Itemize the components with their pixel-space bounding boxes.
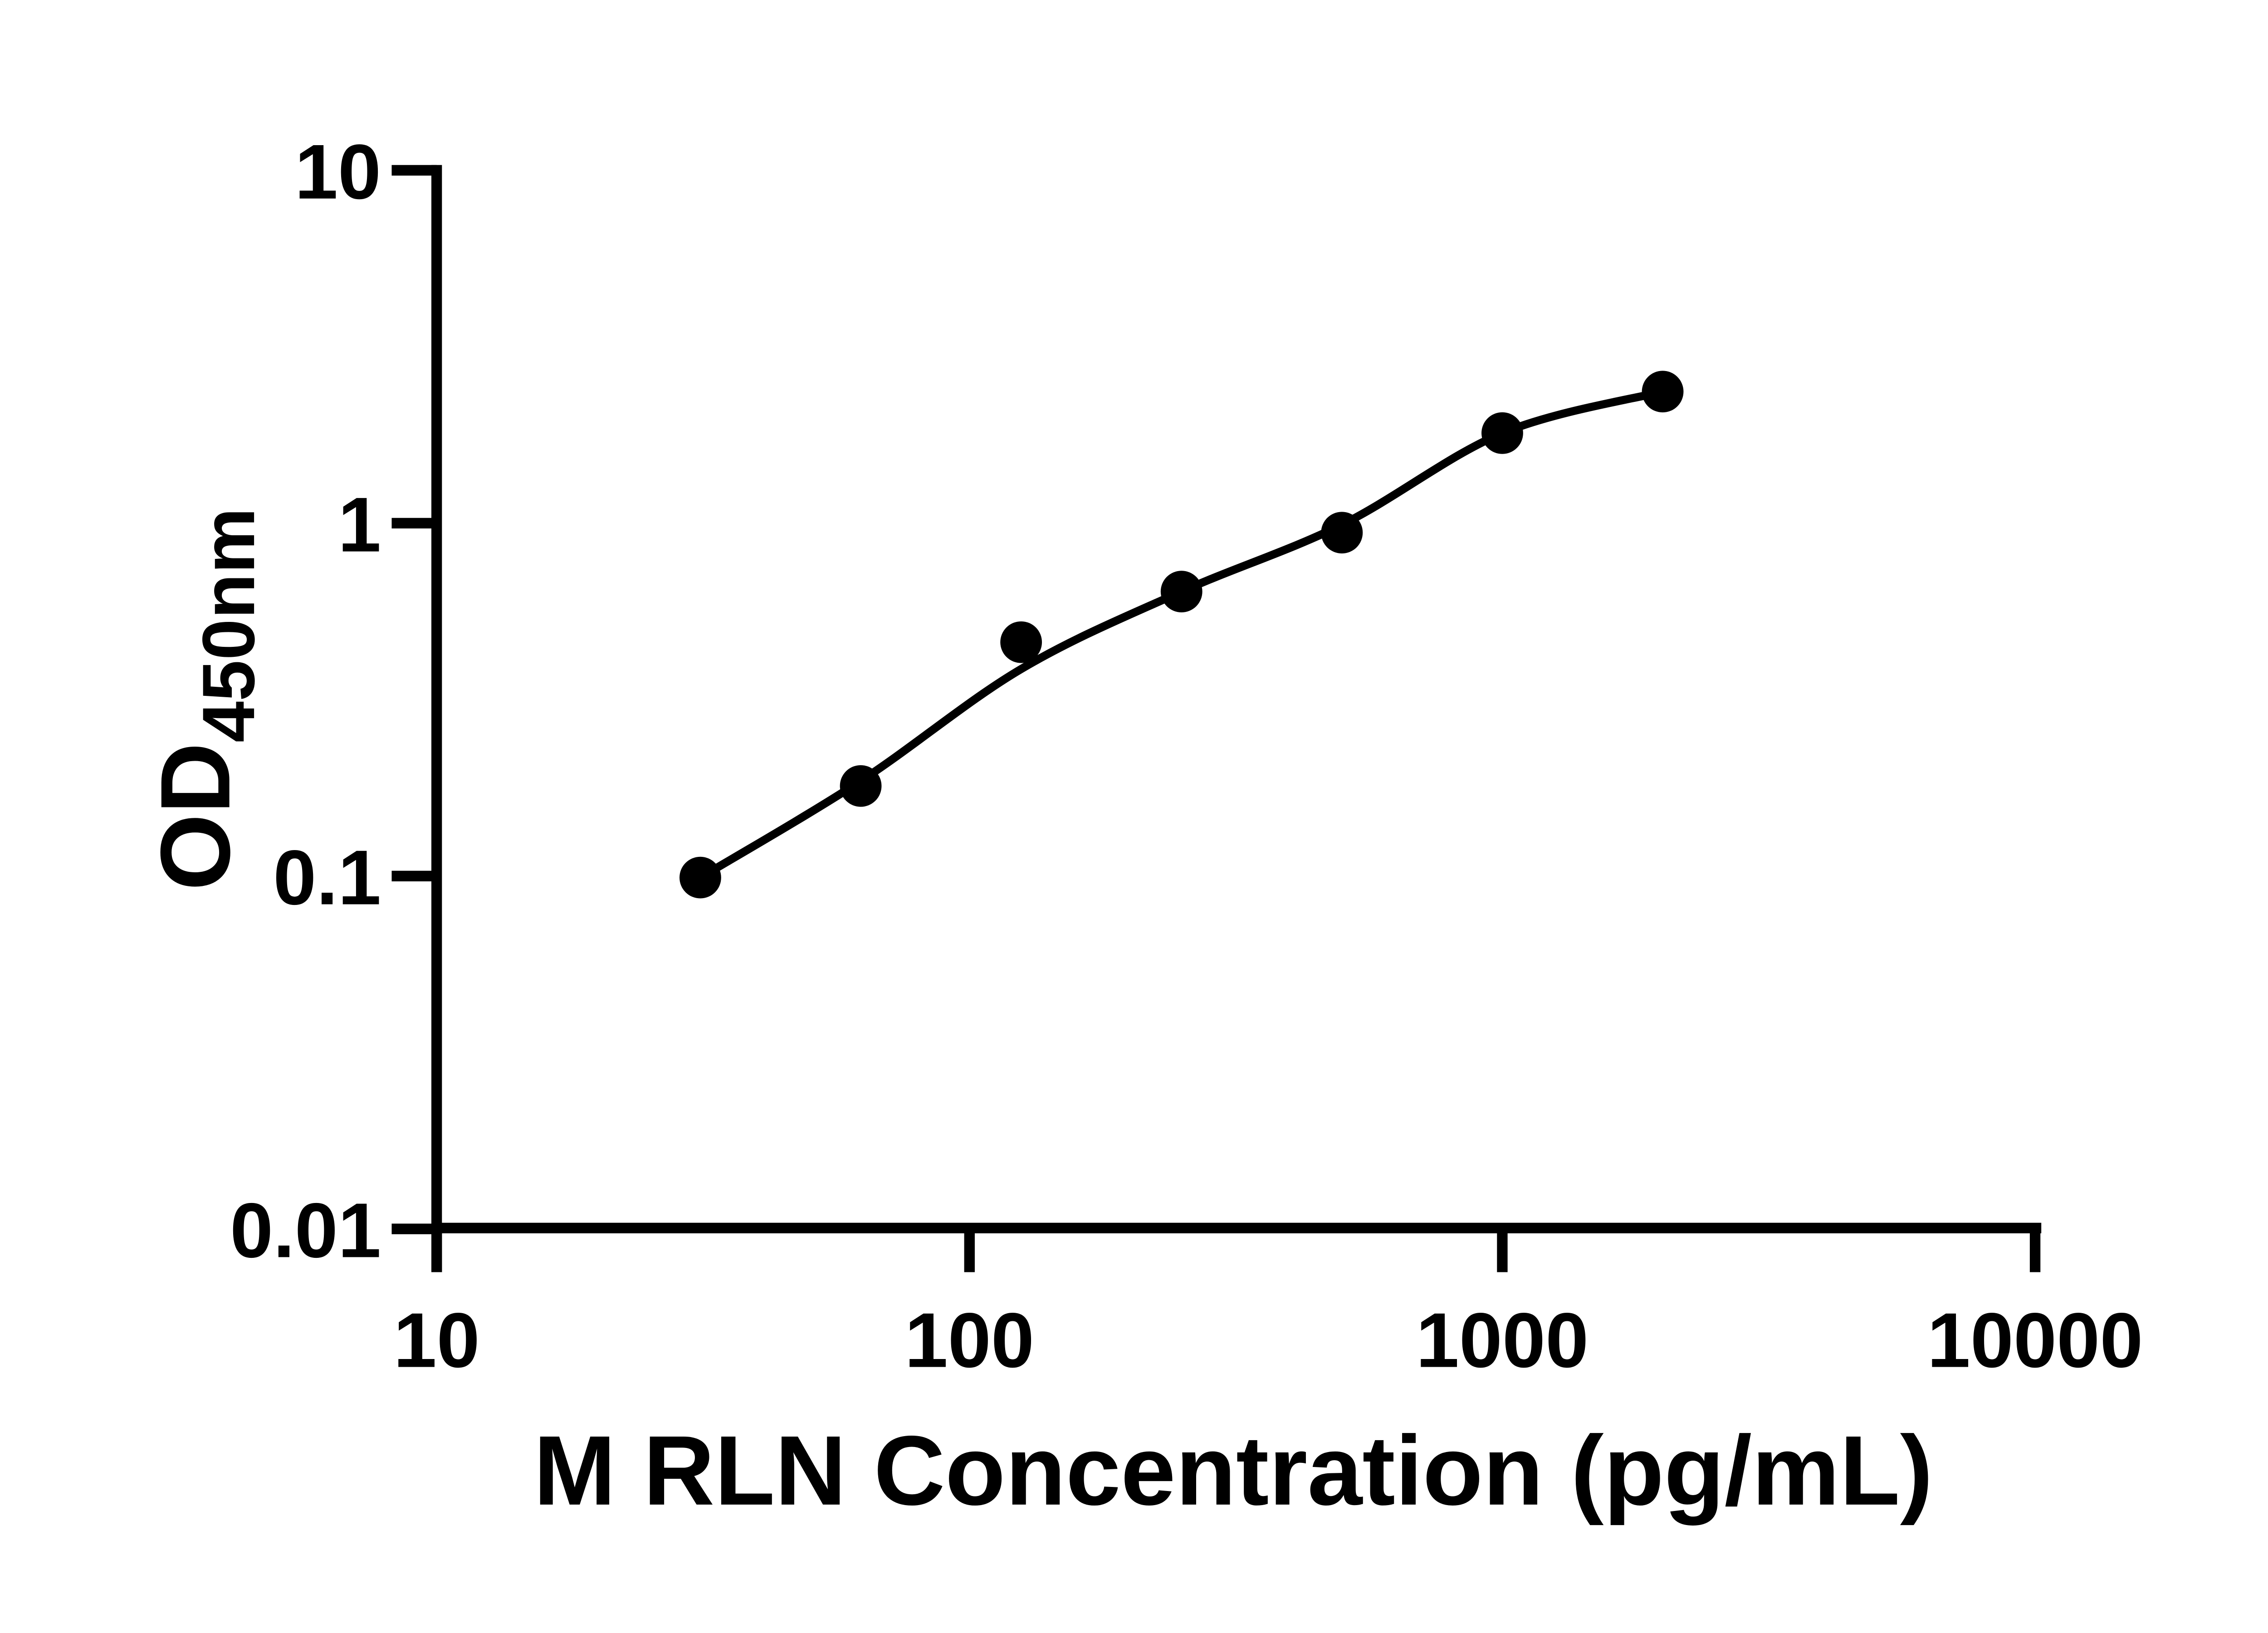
y-axis-title: OD450nm (141, 508, 270, 890)
y-tick-label: 10 (295, 129, 381, 215)
data-point (1321, 512, 1363, 554)
y-tick-label: 0.01 (230, 1187, 381, 1274)
data-point (1160, 571, 1202, 613)
y-axis-tick-labels: 10 1 0.1 0.01 (230, 129, 381, 1274)
data-points (679, 371, 1684, 899)
x-axis-ticks (431, 1228, 2041, 1272)
y-axis-title-text: OD450nm (141, 508, 270, 890)
data-point (1481, 412, 1523, 454)
y-axis-title-main: OD (141, 743, 251, 891)
x-tick-label: 10000 (1927, 1297, 2143, 1384)
y-tick-label: 0.1 (273, 835, 381, 921)
x-axis-tick-labels: 10 100 1000 10000 (393, 1297, 2143, 1384)
x-tick-label: 100 (905, 1297, 1035, 1384)
data-point (1642, 371, 1684, 413)
x-axis-title: M RLN Concentration (pg/mL) (533, 1416, 1933, 1526)
y-axis-ticks (391, 165, 437, 1234)
data-point (679, 856, 721, 899)
y-axis-title-subscript: 450nm (187, 508, 270, 743)
x-tick-label: 1000 (1416, 1297, 1589, 1384)
data-point (1000, 621, 1042, 663)
chart-background (0, 22, 2268, 1611)
x-tick-label: 10 (393, 1297, 479, 1384)
y-tick-label: 1 (338, 482, 381, 568)
data-point (840, 765, 882, 807)
